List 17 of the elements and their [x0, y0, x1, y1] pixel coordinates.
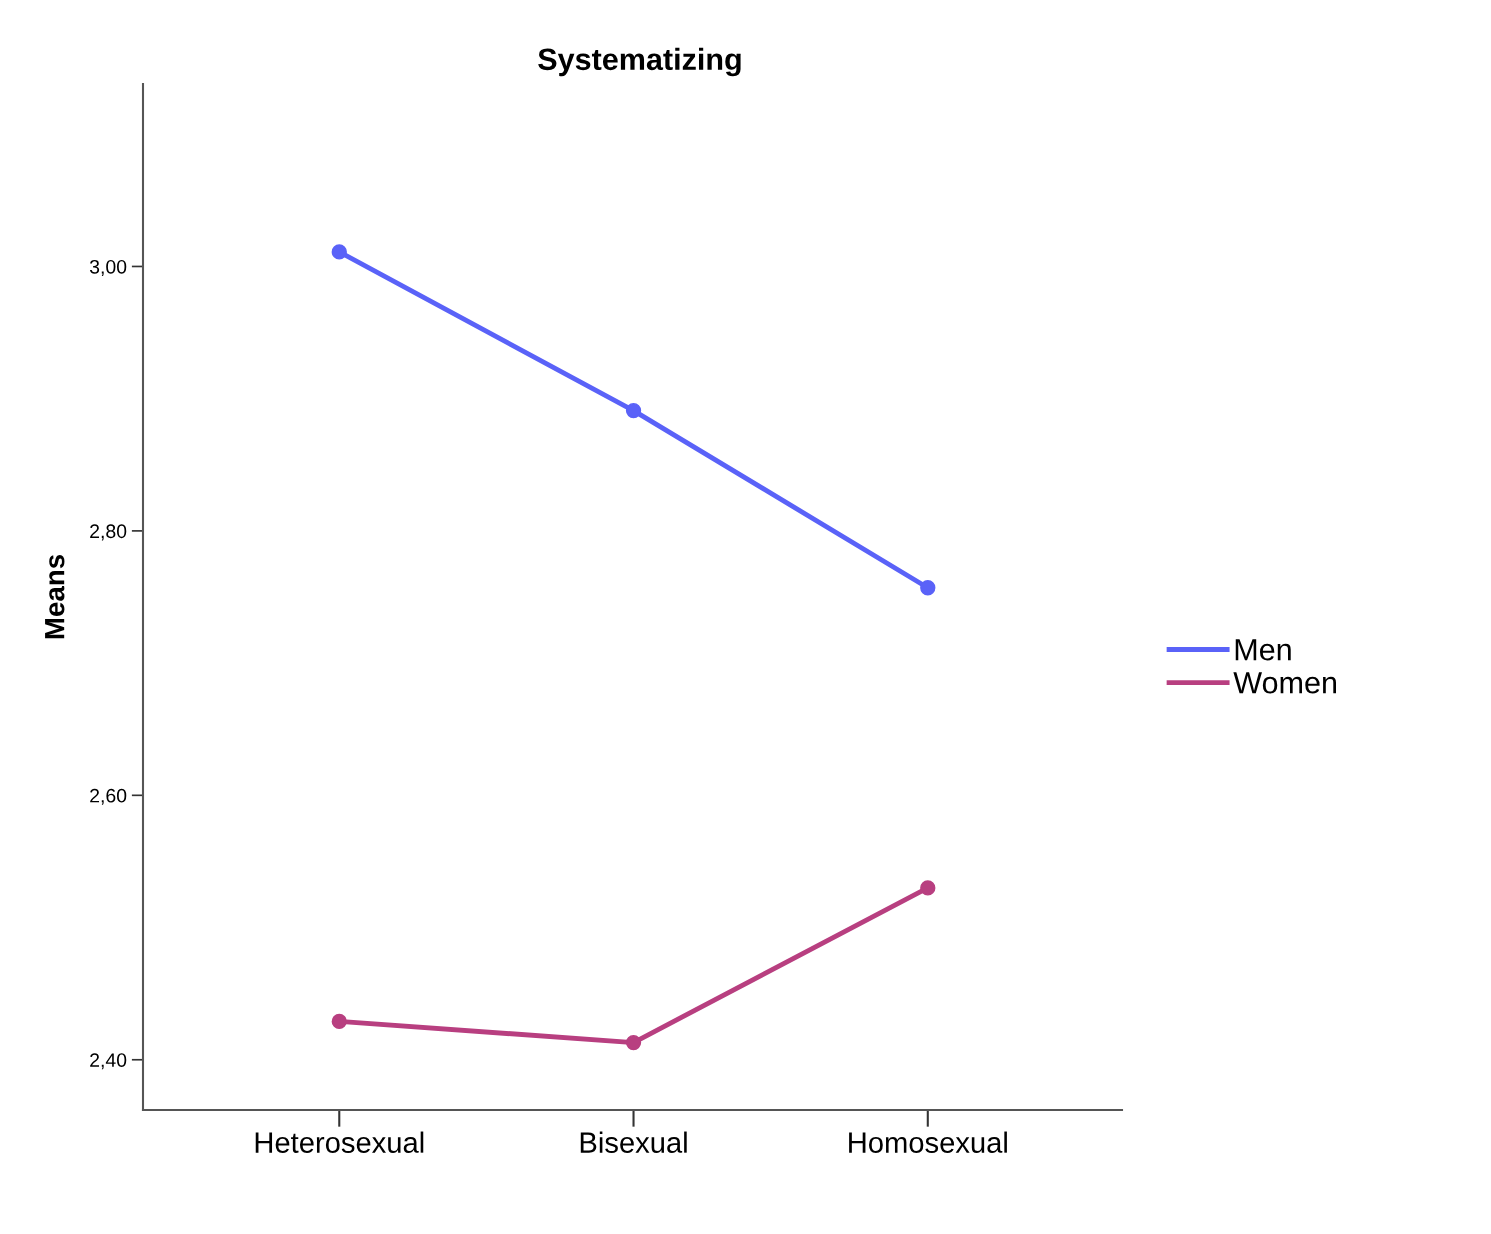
- legend-label: Women: [1233, 672, 1336, 694]
- x-tick-label: Homosexual: [849, 1131, 1007, 1153]
- chart-title: Systematizing: [538, 47, 741, 77]
- y-axis-title: Means: [45, 554, 65, 639]
- y-tick-label: 2,60: [90, 788, 127, 805]
- legend-label: Men: [1235, 639, 1291, 661]
- point: [331, 1013, 347, 1030]
- point: [625, 402, 642, 419]
- x-tick-label: Bisexual: [580, 1131, 687, 1153]
- point: [920, 580, 936, 596]
- y-tick-label: 2,80: [90, 524, 127, 541]
- point: [625, 1034, 642, 1051]
- point: [331, 244, 347, 260]
- x-tick-label: Heterosexual: [255, 1131, 424, 1153]
- y-tick-label: 3,00: [89, 259, 127, 276]
- point: [920, 880, 936, 896]
- y-tick-label: 2,40: [90, 1053, 127, 1070]
